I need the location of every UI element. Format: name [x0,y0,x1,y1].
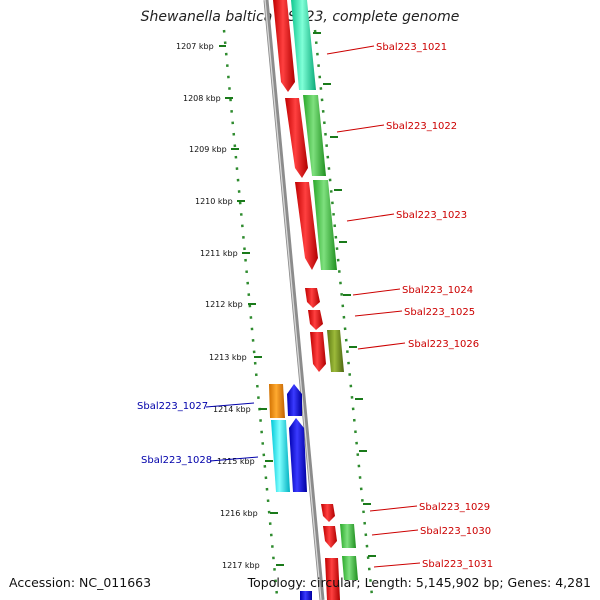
gene-label[interactable]: Sbal223_1029 [419,502,490,513]
genome-backbone-highlight [264,0,322,600]
label-leader-lines [205,45,421,568]
gene-label[interactable]: Sbal223_1021 [376,42,447,53]
gene-arrow[interactable] [273,0,295,92]
gene-arrow[interactable] [305,288,320,308]
gene-label[interactable]: Sbal223_1027 [137,401,208,412]
gene-block[interactable] [313,180,337,270]
gene-label[interactable]: Sbal223_1028 [141,455,212,466]
gene-arrow[interactable] [323,526,337,548]
ruler-label: 1210 kbp [195,197,233,206]
gene-label[interactable]: Sbal223_1022 [386,121,457,132]
gene-arrow[interactable] [295,182,318,270]
gene-arrow[interactable] [308,310,323,330]
gene-arrow[interactable] [285,98,308,178]
gene-block[interactable] [300,591,312,600]
genome-backbone [263,0,325,600]
gene-arrow[interactable] [321,504,335,522]
gene-block[interactable] [271,420,290,492]
ruler-label: 1216 kbp [220,509,258,518]
gene-arrow[interactable] [289,418,307,492]
gene-block[interactable] [327,330,344,372]
gene-label[interactable]: Sbal223_1030 [420,526,491,537]
gene-label[interactable]: Sbal223_1025 [404,307,475,318]
gene-label[interactable]: Sbal223_1023 [396,210,467,221]
ruler-label: 1208 kbp [183,94,221,103]
gene-block[interactable] [303,95,326,176]
gene-block[interactable] [269,384,285,418]
topology-text: Topology: circular; Length: 5,145,902 bp… [247,575,591,590]
gene-label[interactable]: Sbal223_1026 [408,339,479,350]
ruler-label: 1213 kbp [209,353,247,362]
ruler-label: 1214 kbp [213,405,251,414]
gene-label[interactable]: Sbal223_1031 [422,559,493,570]
ruler-label: 1217 kbp [222,561,260,570]
ruler-label: 1212 kbp [205,300,243,309]
ruler-label: 1209 kbp [189,145,227,154]
ruler-ticks [219,32,376,566]
gene-block[interactable] [291,0,316,90]
gene-block[interactable] [342,556,358,580]
gene-arrow[interactable] [287,384,302,416]
gene-label[interactable]: Sbal223_1024 [402,285,473,296]
left-dotted-track [222,29,279,597]
accession-text: Accession: NC_011663 [9,575,152,590]
gene-block[interactable] [340,524,356,548]
gene-arrow[interactable] [325,558,340,600]
ruler-label: 1211 kbp [200,249,238,258]
gene-arrow[interactable] [310,332,326,372]
ruler-label: 1207 kbp [176,42,214,51]
ruler-label: 1215 kbp [217,457,255,466]
